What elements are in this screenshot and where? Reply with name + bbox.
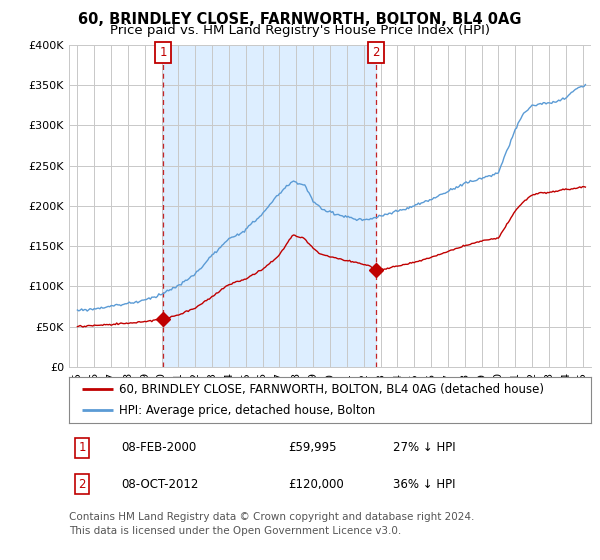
Text: 1: 1 (78, 441, 86, 454)
Text: HPI: Average price, detached house, Bolton: HPI: Average price, detached house, Bolt… (119, 404, 375, 417)
Text: 1: 1 (159, 46, 167, 59)
Text: Price paid vs. HM Land Registry's House Price Index (HPI): Price paid vs. HM Land Registry's House … (110, 24, 490, 36)
Text: 2: 2 (78, 478, 86, 491)
Text: £59,995: £59,995 (288, 441, 337, 454)
Bar (163, 45, 376, 367)
Text: 08-OCT-2012: 08-OCT-2012 (121, 478, 199, 491)
Text: 60, BRINDLEY CLOSE, FARNWORTH, BOLTON, BL4 0AG: 60, BRINDLEY CLOSE, FARNWORTH, BOLTON, B… (78, 12, 522, 27)
Text: 60, BRINDLEY CLOSE, FARNWORTH, BOLTON, BL4 0AG (detached house): 60, BRINDLEY CLOSE, FARNWORTH, BOLTON, B… (119, 383, 544, 396)
Text: £120,000: £120,000 (288, 478, 344, 491)
Text: 36% ↓ HPI: 36% ↓ HPI (392, 478, 455, 491)
Text: 2: 2 (373, 46, 380, 59)
Text: 08-FEB-2000: 08-FEB-2000 (121, 441, 196, 454)
Text: 27% ↓ HPI: 27% ↓ HPI (392, 441, 455, 454)
Text: Contains HM Land Registry data © Crown copyright and database right 2024.
This d: Contains HM Land Registry data © Crown c… (69, 512, 475, 535)
